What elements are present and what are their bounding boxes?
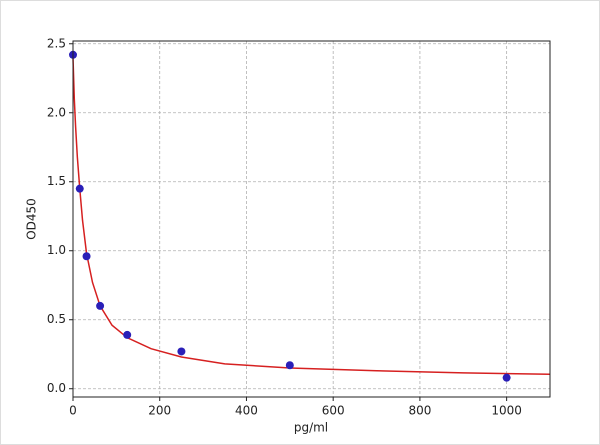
x-tick-label: 0 bbox=[69, 404, 77, 418]
data-point bbox=[75, 184, 84, 193]
data-point bbox=[502, 373, 511, 382]
y-tick-label: 1.0 bbox=[47, 243, 66, 257]
plot-border bbox=[72, 40, 551, 398]
x-tick-label: 800 bbox=[408, 404, 431, 418]
data-point bbox=[177, 347, 186, 356]
y-axis-label: OD450 bbox=[25, 198, 39, 240]
y-tick-label: 1.5 bbox=[47, 174, 66, 188]
x-tick-label: 600 bbox=[322, 404, 345, 418]
data-point bbox=[285, 361, 294, 370]
x-axis-label: pg/ml bbox=[294, 421, 328, 435]
data-point bbox=[96, 301, 105, 310]
fit-curve bbox=[72, 57, 551, 375]
x-tick-label: 1000 bbox=[491, 404, 522, 418]
x-tick-label: 400 bbox=[235, 404, 258, 418]
x-tick-label: 200 bbox=[148, 404, 171, 418]
y-tick-label: 0.5 bbox=[47, 312, 66, 326]
y-tick-label: 0.0 bbox=[47, 381, 66, 395]
y-tick-label: 2.0 bbox=[47, 105, 66, 119]
data-point bbox=[123, 330, 132, 339]
data-point bbox=[82, 252, 91, 261]
y-tick-label: 2.5 bbox=[47, 36, 66, 50]
